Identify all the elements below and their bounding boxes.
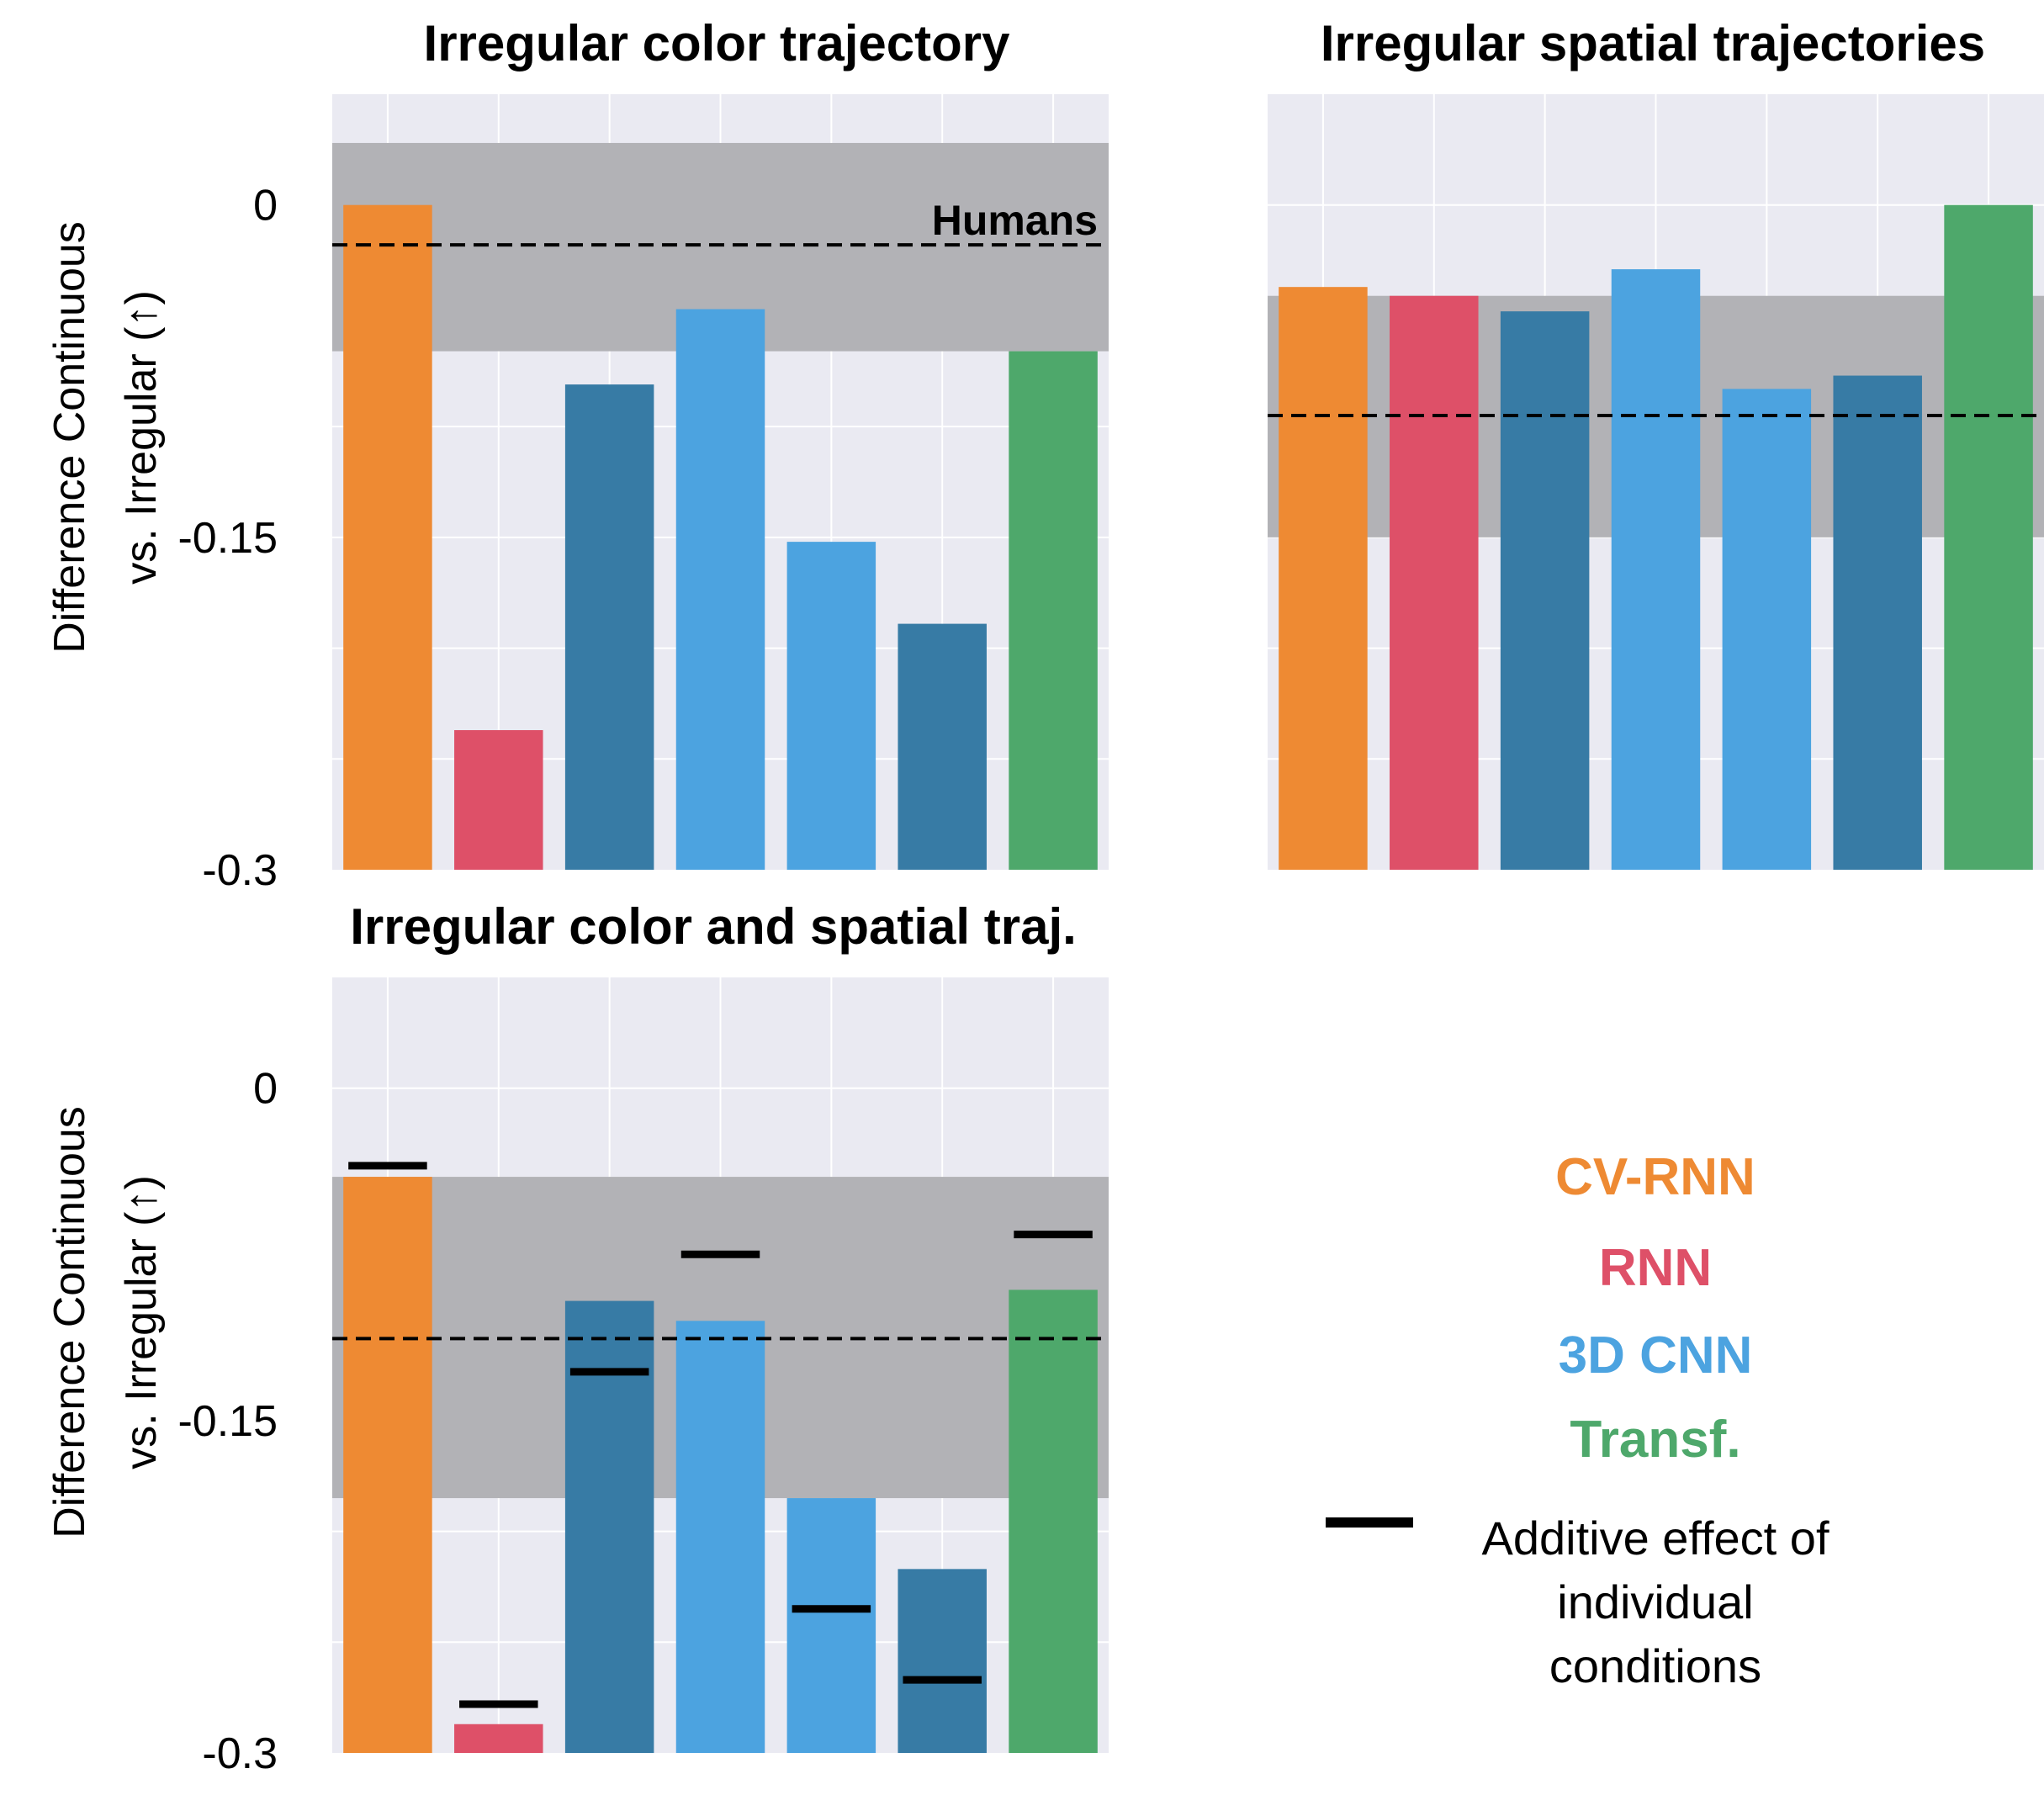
- bar-3d-cnn: [786, 1498, 876, 1753]
- y-tick-label: -0.15: [177, 1397, 278, 1446]
- legend: CV-RNN RNN 3D CNN Transf. Additive effec…: [1326, 1148, 1830, 1692]
- panel-color-trajectory: Humans 0 -0.15 -0.3: [177, 94, 1109, 895]
- panel-spatial-trajectories: [1268, 94, 2044, 871]
- legend-additive-line1: Additive effect of: [1482, 1512, 1830, 1565]
- bar-3d-cnn: [1833, 375, 1922, 870]
- bar-rnn: [454, 730, 543, 870]
- y-tick-label: -0.3: [202, 1729, 278, 1778]
- bar-transf-: [1009, 351, 1098, 870]
- bar-3d-cnn: [898, 623, 987, 870]
- bar-3d-cnn: [786, 542, 876, 870]
- legend-transf: Transf.: [1570, 1411, 1740, 1469]
- y-tick-label: -0.3: [202, 846, 278, 895]
- y-label-line1: Difference Continuous: [45, 1106, 94, 1538]
- bar-transf-: [1009, 1289, 1098, 1753]
- panel-color-and-spatial: 0 -0.15 -0.3: [177, 977, 1109, 1778]
- bar-3d-cnn: [675, 309, 765, 870]
- bar-rnn: [454, 1724, 543, 1753]
- panel-1-title: Irregular color trajectory: [424, 15, 1011, 71]
- legend-cv-rnn: CV-RNN: [1555, 1148, 1755, 1206]
- legend-rnn: RNN: [1599, 1239, 1712, 1297]
- y-axis-label-top: Difference Continuous vs. Irregular (↑): [45, 221, 166, 654]
- bar-cv-rnn: [1279, 287, 1368, 870]
- legend-additive-line3: conditions: [1549, 1639, 1761, 1692]
- legend-additive-line2: individual: [1557, 1575, 1754, 1628]
- panel-3-title: Irregular color and spatial traj.: [350, 898, 1077, 955]
- bar-cv-rnn: [343, 1177, 432, 1753]
- bar-3d-cnn: [1500, 311, 1590, 870]
- bar-rnn: [1390, 295, 1479, 871]
- bar-3d-cnn: [898, 1569, 987, 1753]
- y-tick-label: -0.15: [177, 514, 278, 563]
- bar-3d-cnn: [675, 1321, 765, 1753]
- legend-3d-cnn: 3D CNN: [1559, 1326, 1753, 1385]
- y-axis-label-bottom: Difference Continuous vs. Irregular (↑): [45, 1106, 166, 1538]
- bar-3d-cnn: [564, 1300, 654, 1753]
- bar-3d-cnn: [564, 384, 654, 870]
- human-label: Humans: [932, 197, 1098, 244]
- bar-3d-cnn: [1722, 389, 1812, 870]
- y-label-line1: Difference Continuous: [45, 221, 94, 654]
- bar-3d-cnn: [1611, 269, 1701, 870]
- y-label-line2: vs. Irregular (↑): [117, 290, 166, 585]
- bar-transf-: [1944, 204, 2033, 870]
- y-tick-label: 0: [253, 1065, 278, 1114]
- panel-2-title: Irregular spatial trajectories: [1321, 15, 1985, 71]
- bar-cv-rnn: [343, 204, 432, 870]
- y-tick-label: 0: [253, 182, 278, 230]
- y-label-line2: vs. Irregular (↑): [117, 1175, 166, 1469]
